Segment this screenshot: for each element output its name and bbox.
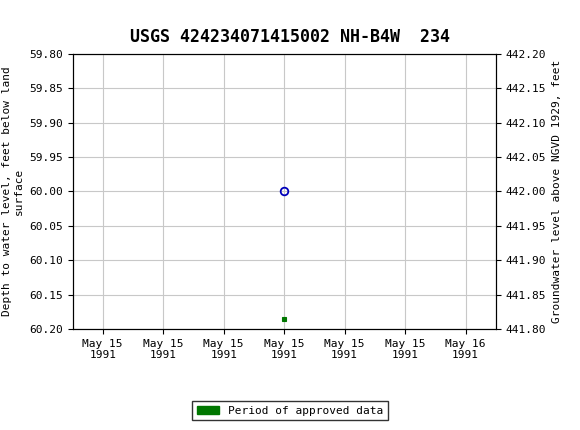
Text: USGS 424234071415002 NH-B4W  234: USGS 424234071415002 NH-B4W 234 (130, 28, 450, 46)
Y-axis label: Depth to water level, feet below land
surface: Depth to water level, feet below land su… (2, 67, 23, 316)
Y-axis label: Groundwater level above NGVD 1929, feet: Groundwater level above NGVD 1929, feet (552, 60, 561, 323)
Legend: Period of approved data: Period of approved data (193, 401, 387, 420)
Text: USGS: USGS (55, 9, 110, 27)
